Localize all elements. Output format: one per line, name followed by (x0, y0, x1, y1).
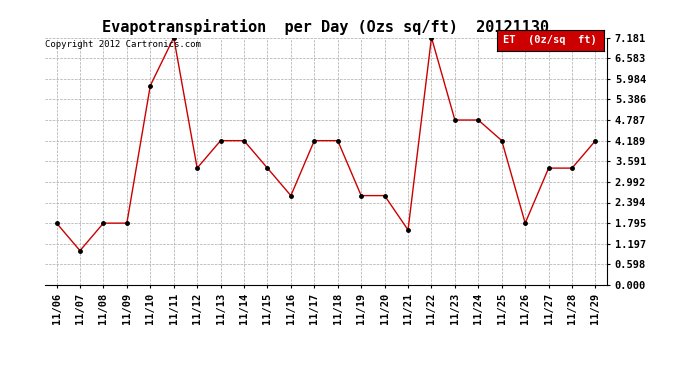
Text: ET  (0z/sq  ft): ET (0z/sq ft) (504, 35, 597, 45)
Title: Evapotranspiration  per Day (Ozs sq/ft)  20121130: Evapotranspiration per Day (Ozs sq/ft) 2… (102, 19, 550, 35)
Text: Copyright 2012 Cartronics.com: Copyright 2012 Cartronics.com (45, 40, 201, 49)
